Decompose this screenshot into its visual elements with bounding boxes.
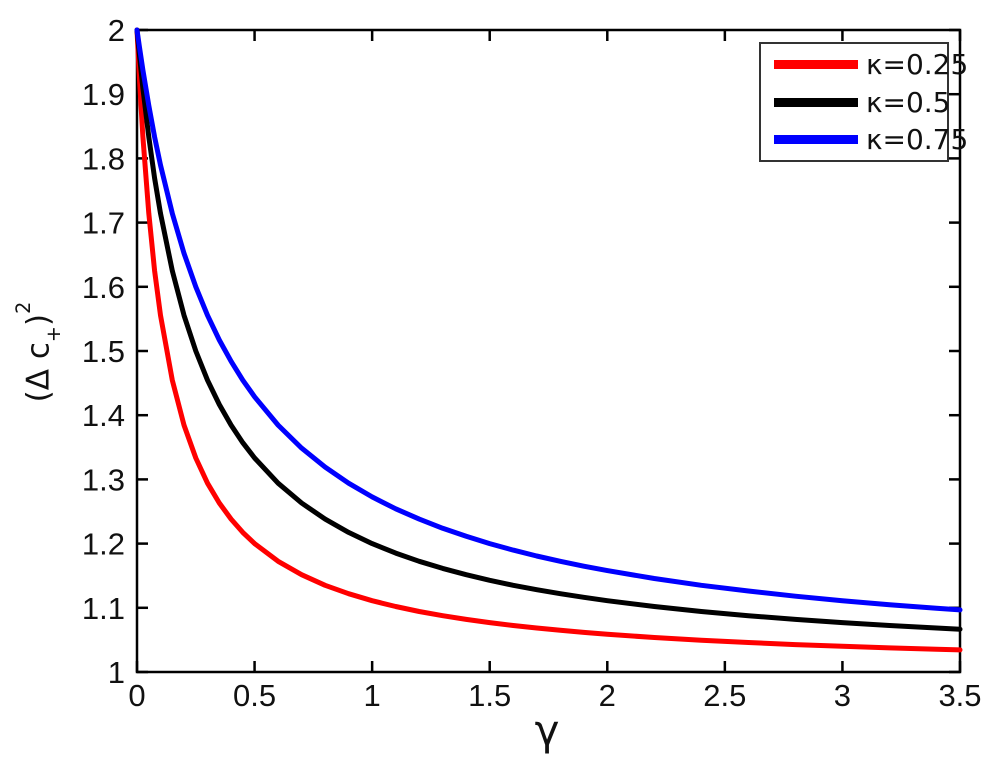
y-tick-label: 1.3 xyxy=(82,462,125,497)
y-tick-label: 1.4 xyxy=(82,398,125,433)
y-tick-label: 1.2 xyxy=(82,527,125,562)
y-tick-label: 1 xyxy=(108,655,125,690)
y-tick-label: 1.1 xyxy=(82,591,125,626)
y-axis-label-text-close: ) xyxy=(20,313,57,327)
y-axis-label-text: (Δ c xyxy=(20,342,57,403)
legend-label: κ=0.5 xyxy=(866,85,951,119)
series-line-3 xyxy=(134,27,963,613)
legend: κ=0.25 κ=0.5 κ=0.75 xyxy=(759,42,968,162)
x-tick-label: 1.5 xyxy=(468,678,511,713)
y-tick-label: 1.5 xyxy=(82,334,125,369)
legend-line-swatch xyxy=(774,134,858,144)
y-tick-label: 1.7 xyxy=(82,206,125,241)
x-axis-label: γ xyxy=(534,706,560,755)
y-axis-label-superscript: 2 xyxy=(12,301,36,314)
y-tick-label: 1.8 xyxy=(82,141,125,176)
legend-label: κ=0.75 xyxy=(866,122,969,156)
x-tick-label: 0 xyxy=(128,678,145,713)
legend-line-swatch xyxy=(774,60,858,70)
y-tick-label: 2 xyxy=(108,13,125,48)
legend-item: κ=0.75 xyxy=(774,123,968,156)
x-tick-label: 3.5 xyxy=(938,678,981,713)
y-tick-label: 1.6 xyxy=(82,270,125,305)
y-axis-label-subscript: + xyxy=(42,326,66,343)
x-tick-label: 0.5 xyxy=(233,678,276,713)
x-tick-label: 2 xyxy=(599,678,616,713)
legend-label: κ=0.25 xyxy=(866,48,969,82)
legend-item: κ=0.25 xyxy=(774,48,968,81)
x-tick-label: 1 xyxy=(364,678,381,713)
legend-line-swatch xyxy=(774,97,858,107)
legend-item: κ=0.5 xyxy=(774,86,951,119)
series-line-2 xyxy=(134,27,963,632)
y-axis-label: (Δ c+)2 xyxy=(10,202,65,502)
y-tick-label: 1.9 xyxy=(82,77,125,112)
series-line-1 xyxy=(134,27,963,653)
x-tick-label: 2.5 xyxy=(703,678,746,713)
x-tick-label: 3 xyxy=(834,678,851,713)
